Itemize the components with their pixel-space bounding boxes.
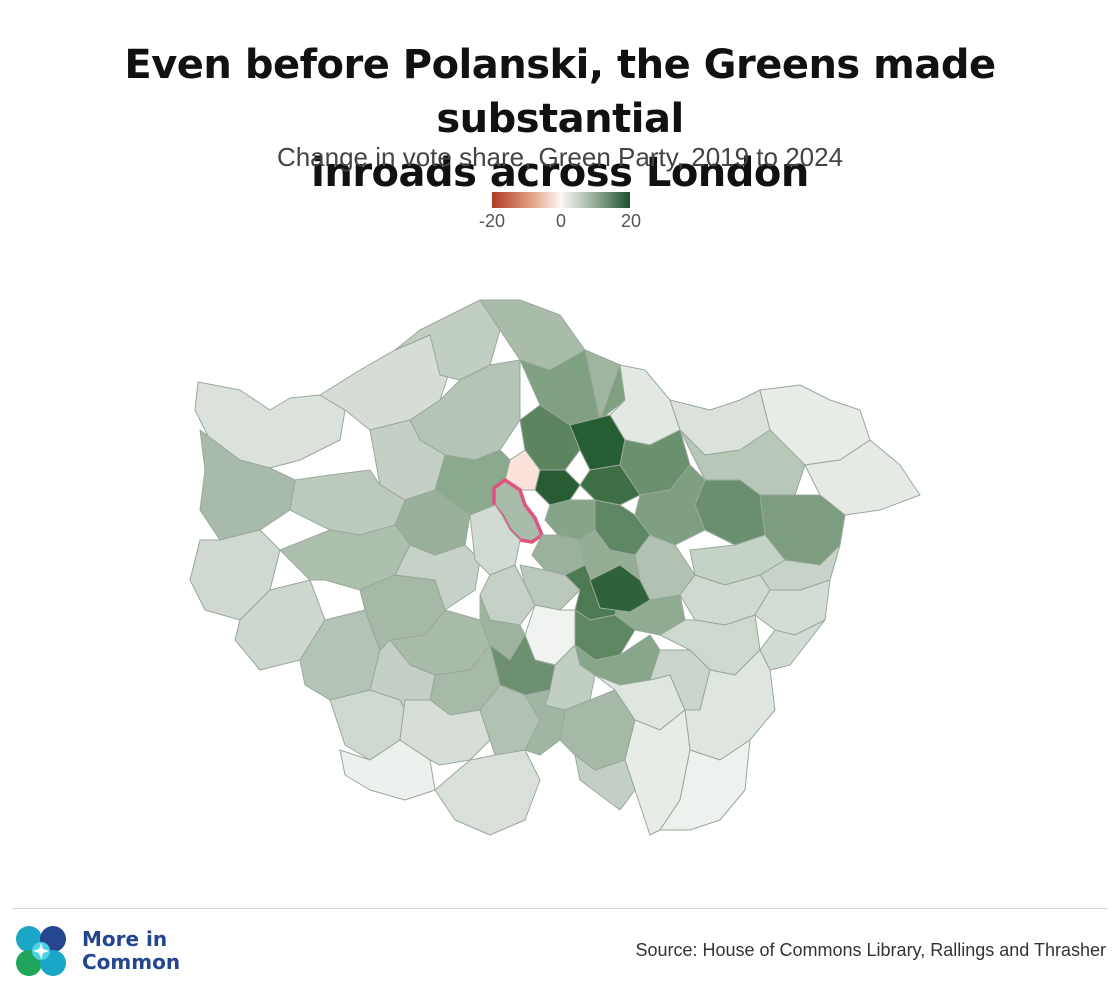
logo-text-line2: Common <box>82 950 181 974</box>
constituency-region <box>394 544 481 611</box>
constituency-region <box>369 639 436 711</box>
color-legend: -20 0 20 <box>475 192 645 237</box>
chart-title-line1: Even before Polanski, the Greens made su… <box>124 42 996 142</box>
legend-min-label: -20 <box>479 211 506 231</box>
constituency-region <box>589 564 651 613</box>
constituency-region <box>399 699 491 766</box>
constituency-region <box>289 469 406 536</box>
more-in-common-logo[interactable]: More in Common <box>14 922 254 982</box>
source-note: Source: House of Commons Library, Rallin… <box>635 940 1106 960</box>
chart-title: Even before Polanski, the Greens made su… <box>0 38 1120 200</box>
logo-mark-icon <box>14 924 68 978</box>
footer-divider <box>12 908 1108 909</box>
constituency-region <box>574 754 636 811</box>
constituency-region <box>659 739 751 831</box>
legend-mid-label: 0 <box>556 211 567 231</box>
constituency-region <box>469 504 521 576</box>
legend-max-label: 20 <box>621 211 642 231</box>
legend-color-scale <box>492 192 630 208</box>
chart-subtitle: Change in vote share, Green Party, 2019 … <box>276 142 844 172</box>
constituency-region <box>319 334 451 431</box>
constituency-region <box>544 499 596 541</box>
constituency-region <box>394 299 501 381</box>
map-svg <box>189 299 921 836</box>
constituency-region <box>199 429 296 541</box>
london-constituency-map <box>180 290 950 850</box>
chart-title-line2: inroads across London <box>311 150 809 196</box>
logo-text-line1: More in <box>82 927 168 951</box>
constituency-region <box>434 749 541 836</box>
logo-text: More in Common <box>82 928 180 974</box>
